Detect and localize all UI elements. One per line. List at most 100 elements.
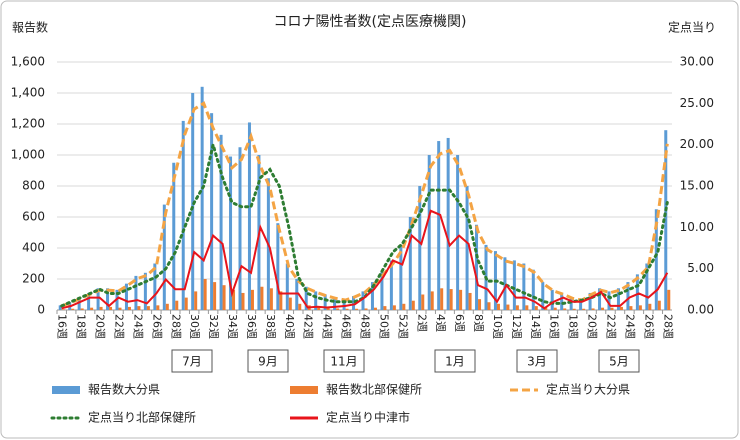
bar <box>314 291 318 310</box>
bar <box>260 286 264 310</box>
bar <box>496 303 500 310</box>
bar <box>607 291 611 310</box>
legend-label: 定点当り北部保健所 <box>88 410 196 425</box>
bar <box>626 282 630 310</box>
x-tick-label: 30週 <box>188 314 201 339</box>
bar <box>288 297 292 310</box>
bar <box>370 282 374 310</box>
bar <box>61 309 65 310</box>
x-tick-label: 12週 <box>510 314 523 339</box>
x-tick-label: 52週 <box>396 314 409 339</box>
legend-label: 定点当り大分県 <box>546 382 630 397</box>
bar <box>87 292 91 310</box>
month-box <box>247 349 289 373</box>
bar <box>657 300 661 310</box>
bar <box>146 306 150 310</box>
bar <box>124 283 128 310</box>
y-tick-label: 400 <box>22 241 45 255</box>
bar <box>525 305 529 310</box>
bar <box>440 288 444 310</box>
bar <box>162 204 166 310</box>
x-tick-label: 46週 <box>340 314 353 339</box>
legend-label: 定点当り中津市 <box>326 410 410 425</box>
bar <box>232 289 236 310</box>
bar <box>506 304 510 310</box>
bar <box>522 263 526 310</box>
bar <box>541 282 545 310</box>
bar <box>418 186 422 310</box>
bar <box>468 292 472 310</box>
bar <box>667 289 671 310</box>
y-tick-label: 1,000 <box>11 148 45 162</box>
bar <box>317 306 321 310</box>
bar <box>383 306 387 310</box>
x-tick-label: 34週 <box>226 314 239 339</box>
bar <box>165 303 169 310</box>
x-tick-label: 20週 <box>94 314 107 339</box>
y2-tick-label: 15.00 <box>680 179 714 193</box>
chart-title: コロナ陽性者数(定点医療機関) <box>274 13 467 30</box>
bar <box>572 308 576 310</box>
x-tick-label: 14週 <box>529 314 542 339</box>
bar <box>664 130 668 310</box>
bar <box>619 306 623 310</box>
legend-swatch <box>52 386 80 394</box>
bar <box>588 292 592 310</box>
x-tick-label: 24週 <box>623 314 636 339</box>
bar <box>269 288 273 310</box>
bar <box>648 303 652 310</box>
bar <box>127 306 131 310</box>
x-tick-label: 18週 <box>567 314 580 339</box>
bar <box>213 282 217 310</box>
bar <box>598 288 602 310</box>
x-tick-label: 22週 <box>113 314 126 339</box>
bar <box>402 303 406 310</box>
y-tick-label: 800 <box>22 179 45 193</box>
month-label: 11月 <box>330 355 357 369</box>
bar <box>326 307 330 310</box>
month-label: 5月 <box>609 355 629 369</box>
bar <box>411 300 415 310</box>
bar <box>345 308 349 310</box>
bar <box>276 223 280 310</box>
bar <box>563 308 567 310</box>
x-tick-label: 6週 <box>453 314 466 332</box>
bar <box>222 285 226 310</box>
x-tick-label: 44週 <box>321 314 334 339</box>
bar <box>238 147 242 310</box>
bar <box>449 289 453 310</box>
bar <box>569 297 573 310</box>
bar <box>109 306 113 310</box>
bar <box>629 306 633 310</box>
x-tick-label: 50週 <box>377 314 390 339</box>
x-tick-label: 40週 <box>283 314 296 339</box>
bar <box>531 269 535 310</box>
y-tick-label: 1,200 <box>11 117 45 131</box>
bar <box>247 122 251 310</box>
y2-tick-label: 0.00 <box>687 303 714 317</box>
x-tick-label: 38週 <box>264 314 277 339</box>
bar <box>336 308 340 310</box>
bar <box>591 308 595 310</box>
bar <box>143 272 147 310</box>
bar <box>579 299 583 310</box>
bar <box>181 120 185 311</box>
bar <box>534 306 538 310</box>
x-tick-label: 24週 <box>131 314 144 339</box>
x-tick-label: 28週 <box>169 314 182 339</box>
month-box <box>171 349 213 373</box>
x-tick-label: 16週 <box>56 314 69 339</box>
bar <box>80 308 84 310</box>
bar <box>645 263 649 310</box>
x-tick-label: 8週 <box>472 314 485 332</box>
y-tick-label: 1,400 <box>11 86 45 100</box>
bar <box>550 289 554 310</box>
month-box <box>434 349 476 373</box>
bar <box>478 299 482 310</box>
y-tick-label: 1,600 <box>11 55 45 69</box>
x-tick-label: 28週 <box>661 314 674 339</box>
bar <box>71 308 75 310</box>
month-label: 1月 <box>445 355 465 369</box>
bar <box>153 263 157 310</box>
